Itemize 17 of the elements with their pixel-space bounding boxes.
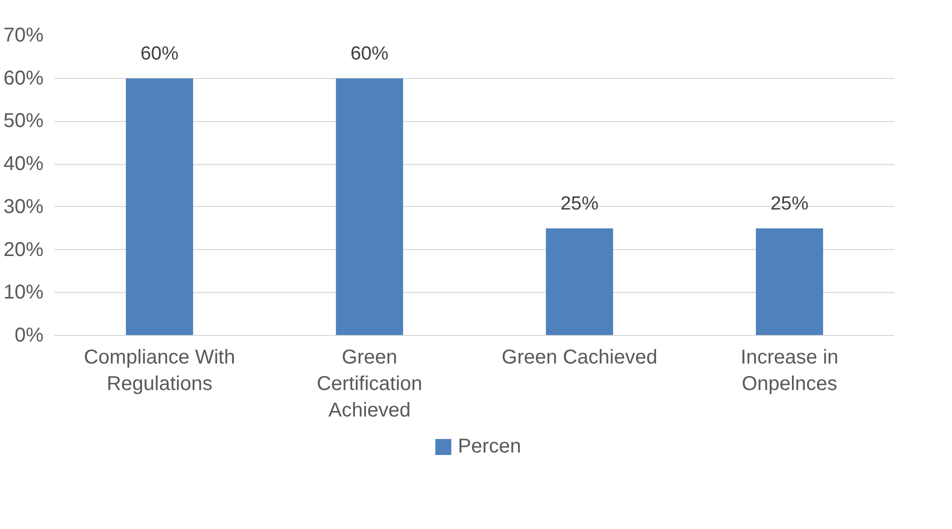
y-tick-label: 50% [3, 110, 44, 132]
data-label: 60% [350, 43, 389, 64]
y-tick-label: 70% [3, 24, 44, 46]
y-tick-label: 20% [3, 238, 44, 261]
x-tick-label: Increase in Onpelnces [740, 346, 838, 395]
data-label: 25% [770, 193, 809, 214]
y-tick-label: 0% [14, 324, 44, 346]
y-tick-label: 60% [3, 67, 44, 90]
x-tick-label: Compliance With Regulations [84, 346, 236, 395]
x-tick-label: Green Certification Achieved [316, 346, 422, 422]
y-tick-label: 10% [3, 282, 44, 304]
data-label: 60% [140, 43, 179, 64]
y-tick-label: 30% [3, 196, 44, 218]
y-tick-label: 40% [3, 153, 44, 176]
legend-label: Percen [458, 435, 522, 458]
x-tick-label: Green Cachieved [502, 346, 658, 368]
data-label: 25% [560, 193, 599, 214]
